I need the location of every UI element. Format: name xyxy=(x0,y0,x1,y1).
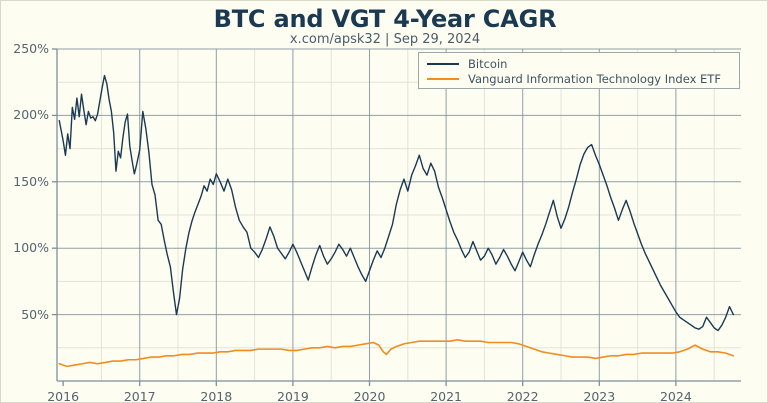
y-tick-label: 50% xyxy=(21,306,49,322)
tick-marks xyxy=(52,48,677,386)
y-tick-label: 200% xyxy=(13,107,49,123)
x-tick-label: 2021 xyxy=(430,389,462,403)
legend-item-vgt[interactable]: Vanguard Information Technology Index ET… xyxy=(427,72,739,86)
x-tick-label: 2020 xyxy=(353,389,386,403)
chart-subtitle: x.com/apsk32 | Sep 29, 2024 xyxy=(289,32,481,47)
x-tick-label: 2016 xyxy=(47,389,80,403)
legend-label-vgt: Vanguard Information Technology Index ET… xyxy=(468,72,721,86)
y-tick-label: 150% xyxy=(13,173,49,189)
minor-gridlines xyxy=(57,49,741,381)
x-tick-label: 2017 xyxy=(123,389,156,403)
x-tick-label: 2024 xyxy=(659,389,692,403)
y-tick-label: 100% xyxy=(13,240,49,256)
legend-swatch-bitcoin xyxy=(427,63,459,65)
legend-label-bitcoin: Bitcoin xyxy=(468,57,508,71)
legend-item-bitcoin[interactable]: Bitcoin xyxy=(427,57,739,71)
y-tick-label: 250% xyxy=(13,41,49,56)
legend-swatch-vgt xyxy=(427,78,459,80)
x-tick-label: 2018 xyxy=(200,389,233,403)
x-tick-label: 2023 xyxy=(583,389,616,403)
chart-legend: Bitcoin Vanguard Information Technology … xyxy=(418,52,740,89)
x-tick-label: 2019 xyxy=(277,389,309,403)
major-gridlines xyxy=(57,48,741,381)
data-series xyxy=(58,74,735,368)
x-tick-label: 2022 xyxy=(506,389,539,403)
axis-lines xyxy=(56,49,741,382)
chart-title: BTC and VGT 4-Year CAGR xyxy=(213,5,557,33)
